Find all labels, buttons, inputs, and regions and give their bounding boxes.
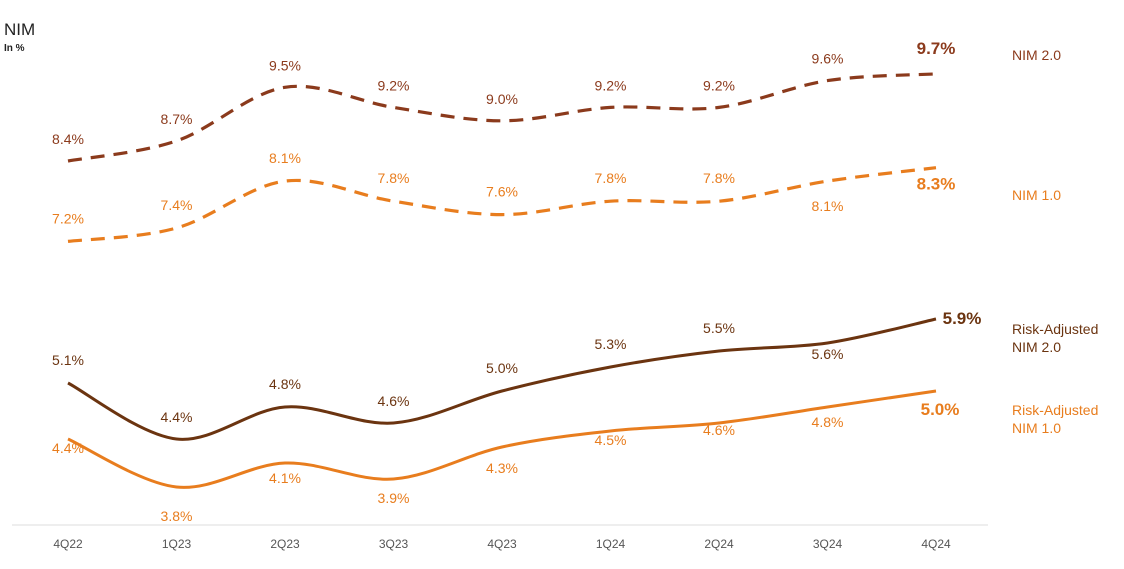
- data-label: 7.4%: [161, 197, 193, 213]
- legend-label: Risk-Adjusted: [1012, 402, 1098, 418]
- data-label: 9.2%: [378, 77, 410, 93]
- data-label: 7.6%: [486, 184, 518, 200]
- data-label: 4.1%: [269, 470, 301, 486]
- data-label: 9.5%: [269, 57, 301, 73]
- data-label: 7.2%: [52, 210, 84, 226]
- data-label: 8.1%: [269, 150, 301, 166]
- data-label: 3.9%: [378, 490, 410, 506]
- legend-label: NIM 2.0: [1012, 47, 1061, 63]
- data-label: 7.8%: [378, 170, 410, 186]
- data-label: 4.4%: [161, 409, 193, 425]
- x-tick-label: 3Q24: [813, 537, 843, 551]
- data-label: 5.6%: [812, 346, 844, 362]
- data-label: 8.1%: [812, 198, 844, 214]
- x-tick-label: 3Q23: [379, 537, 409, 551]
- chart-subtitle: In %: [4, 43, 25, 54]
- data-label: 4.8%: [812, 414, 844, 430]
- series-line: [67, 317, 937, 441]
- legend-label: Risk-Adjusted: [1012, 321, 1098, 337]
- data-label: 3.8%: [161, 508, 193, 524]
- data-label: 5.9%: [943, 309, 982, 328]
- series-line: [67, 389, 937, 489]
- x-tick-label: 4Q22: [53, 537, 83, 551]
- data-label: 8.3%: [917, 175, 956, 194]
- data-label: 5.0%: [921, 400, 960, 419]
- legend-label: NIM 2.0: [1012, 339, 1061, 355]
- data-label: 4.6%: [703, 422, 735, 438]
- data-label: 4.4%: [52, 440, 84, 456]
- data-label: 4.8%: [269, 376, 301, 392]
- data-label: 7.8%: [595, 170, 627, 186]
- data-label: 5.5%: [703, 320, 735, 336]
- data-label: 4.6%: [378, 393, 410, 409]
- data-label: 8.4%: [52, 131, 84, 147]
- data-label: 5.0%: [486, 360, 518, 376]
- legend-label: NIM 1.0: [1012, 187, 1061, 203]
- data-label: 4.3%: [486, 460, 518, 476]
- legend-label: NIM 1.0: [1012, 420, 1061, 436]
- data-label: 7.8%: [703, 170, 735, 186]
- data-label: 5.3%: [595, 336, 627, 352]
- x-tick-label: 2Q23: [270, 537, 300, 551]
- data-label: 9.6%: [812, 51, 844, 67]
- x-tick-label: 1Q24: [596, 537, 626, 551]
- x-tick-label: 4Q24: [921, 537, 951, 551]
- x-tick-label: 2Q24: [704, 537, 734, 551]
- x-tick-label: 4Q23: [487, 537, 517, 551]
- data-label: 9.7%: [917, 39, 956, 58]
- series-line: [67, 72, 937, 163]
- data-label: 4.5%: [595, 432, 627, 448]
- chart-title: NIM: [4, 20, 36, 39]
- data-label: 5.1%: [52, 352, 84, 368]
- series-line: [67, 166, 937, 243]
- data-label: 9.2%: [595, 77, 627, 93]
- data-label: 8.7%: [161, 111, 193, 127]
- data-label: 9.0%: [486, 91, 518, 107]
- data-label: 9.2%: [703, 77, 735, 93]
- x-tick-label: 1Q23: [162, 537, 192, 551]
